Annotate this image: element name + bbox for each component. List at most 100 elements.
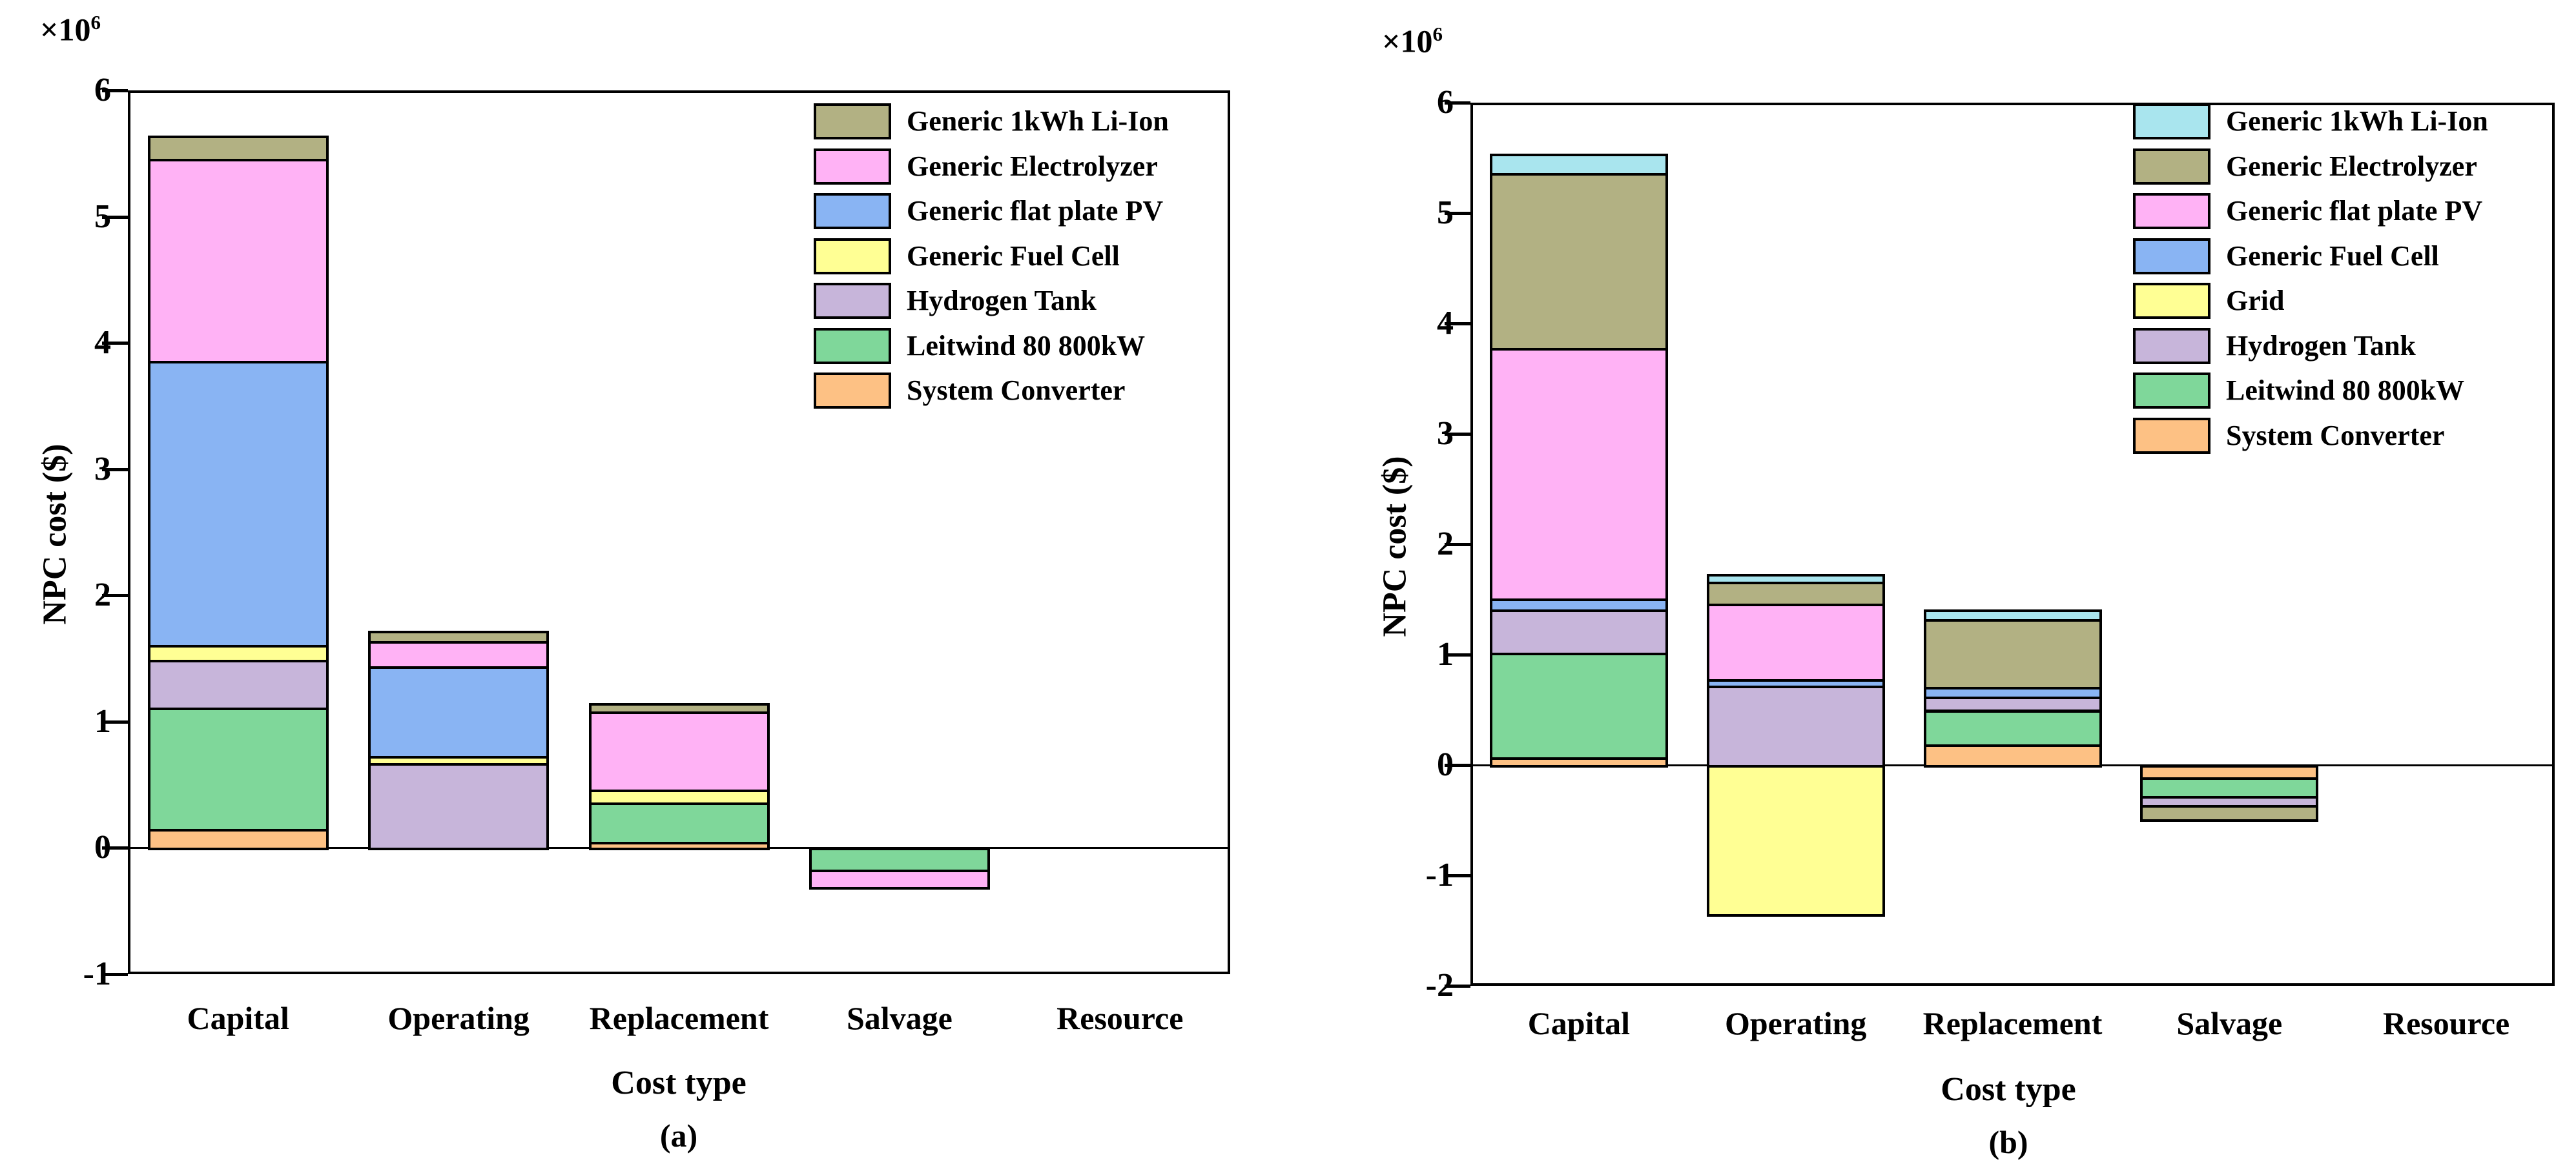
legend-swatch	[2133, 327, 2210, 364]
y-tick-mark	[1445, 985, 1470, 988]
y-tick-mark	[1445, 653, 1470, 657]
category-label: Salvage	[2176, 1005, 2283, 1041]
y-tick-label: 1	[1437, 636, 1454, 673]
legend-label: Generic 1kWh Li-Ion	[907, 105, 1169, 137]
y-tick-mark	[1445, 764, 1470, 767]
scale-exponent-b: 6	[1432, 23, 1443, 45]
bar-segment	[368, 631, 550, 644]
y-tick-label: -2	[1425, 967, 1454, 1004]
legend-label: Generic flat plate PV	[2226, 195, 2483, 227]
y-tick-label: 0	[94, 829, 111, 866]
y-tick-mark	[102, 89, 128, 92]
category-label: Replacement	[1922, 1005, 2103, 1041]
bar-segment	[588, 702, 770, 715]
legend-label: Grid	[2226, 285, 2285, 316]
chart-a: ×106 NPC cost ($) Cost type (a) 6 5 4 3 2 1 0 -…	[36, 11, 1230, 1154]
y-tick-label: 5	[94, 198, 111, 235]
legend-swatch	[814, 327, 891, 364]
y-tick-label: 3	[94, 450, 111, 487]
legend-label: Leitwind 80 800kW	[2226, 374, 2465, 406]
y-tick-mark	[102, 973, 128, 976]
legend-label: Generic Fuel Cell	[907, 240, 1120, 272]
bar-segment	[368, 640, 550, 669]
bar-segment	[1706, 582, 1885, 607]
y-tick-mark	[1445, 433, 1470, 436]
y-tick-label: 4	[94, 324, 111, 362]
bar-segment	[1706, 604, 1885, 682]
legend-label: Leitwind 80 800kW	[907, 329, 1146, 362]
bar-segment	[588, 802, 770, 844]
x-axis-title-a: Cost type	[611, 1065, 747, 1101]
bar-segment	[1706, 685, 1885, 768]
bar-segment	[368, 763, 550, 851]
bar-segment	[1923, 744, 2102, 768]
bar-segment	[1923, 710, 2102, 747]
y-tick-label: -1	[83, 955, 111, 992]
legend-swatch	[2133, 373, 2210, 409]
category-label: Operating	[387, 1000, 530, 1036]
y-tick-mark	[1445, 101, 1470, 105]
scale-exponent-a: 6	[90, 11, 101, 34]
category-label: Replacement	[589, 1000, 769, 1036]
x-axis-title-b: Cost type	[1941, 1071, 2076, 1108]
legend-swatch	[2133, 238, 2210, 274]
y-tick-label: 6	[1437, 84, 1454, 121]
bar-segment	[1706, 574, 1885, 585]
y-axis-title-a: NPC cost ($)	[36, 444, 74, 625]
legend-swatch	[2133, 283, 2210, 319]
y-tick-label: 0	[1437, 746, 1454, 783]
bar-segment	[368, 666, 550, 759]
y-tick-label: 3	[1437, 415, 1454, 452]
bar-segment	[147, 708, 329, 832]
legend-label: Hydrogen Tank	[2226, 329, 2416, 362]
legend-swatch	[814, 283, 891, 319]
y-tick-label: 2	[1437, 526, 1454, 562]
bar-segment	[1489, 609, 1668, 655]
bar-segment	[147, 644, 329, 662]
legend-swatch	[814, 373, 891, 409]
category-label: Capital	[187, 1000, 289, 1036]
category-label: Resource	[1056, 1000, 1184, 1036]
scale-base-b: ×10	[1382, 23, 1433, 59]
legend-label: Generic 1kWh Li-Ion	[2226, 105, 2488, 137]
bar-segment	[147, 158, 329, 363]
y-axis-scale-label-a: ×106	[40, 11, 101, 48]
y-tick-label: -1	[1425, 857, 1454, 893]
legend-label: Hydrogen Tank	[907, 285, 1097, 316]
y-tick-label: 4	[1437, 305, 1454, 342]
legend-label: Generic Fuel Cell	[2226, 240, 2439, 272]
legend-swatch	[814, 238, 891, 274]
y-tick-label: 6	[94, 72, 111, 108]
chart-caption-a: (a)	[659, 1118, 698, 1154]
bar-segment	[147, 360, 329, 648]
bar-segment	[1923, 609, 2102, 622]
legend-swatch	[2133, 103, 2210, 139]
legend-label: Generic Electrolyzer	[2226, 150, 2477, 182]
bar-segment	[147, 829, 329, 851]
y-tick-mark	[1445, 322, 1470, 325]
bar-segment	[1706, 765, 1885, 917]
y-tick-mark	[1445, 212, 1470, 215]
y-tick-mark	[1445, 543, 1470, 546]
bar-segment	[809, 848, 990, 872]
bar-segment	[2140, 804, 2319, 822]
y-tick-mark	[1445, 874, 1470, 877]
legend-swatch	[814, 148, 891, 185]
legend-swatch	[2133, 417, 2210, 454]
bar-segment	[147, 136, 329, 161]
bar-segment	[809, 869, 990, 890]
y-tick-mark	[102, 215, 128, 219]
y-tick-label: 2	[94, 577, 111, 614]
y-tick-mark	[102, 846, 128, 850]
bar-segment	[1489, 173, 1668, 351]
scale-base-a: ×10	[40, 11, 91, 48]
chart-caption-b: (b)	[1988, 1124, 2028, 1160]
bar-segment	[588, 711, 770, 793]
y-tick-mark	[102, 342, 128, 345]
category-label: Capital	[1527, 1005, 1631, 1041]
category-label: Salvage	[846, 1000, 953, 1036]
legend-swatch	[2133, 148, 2210, 185]
y-tick-mark	[102, 467, 128, 471]
bar-segment	[1923, 619, 2102, 689]
